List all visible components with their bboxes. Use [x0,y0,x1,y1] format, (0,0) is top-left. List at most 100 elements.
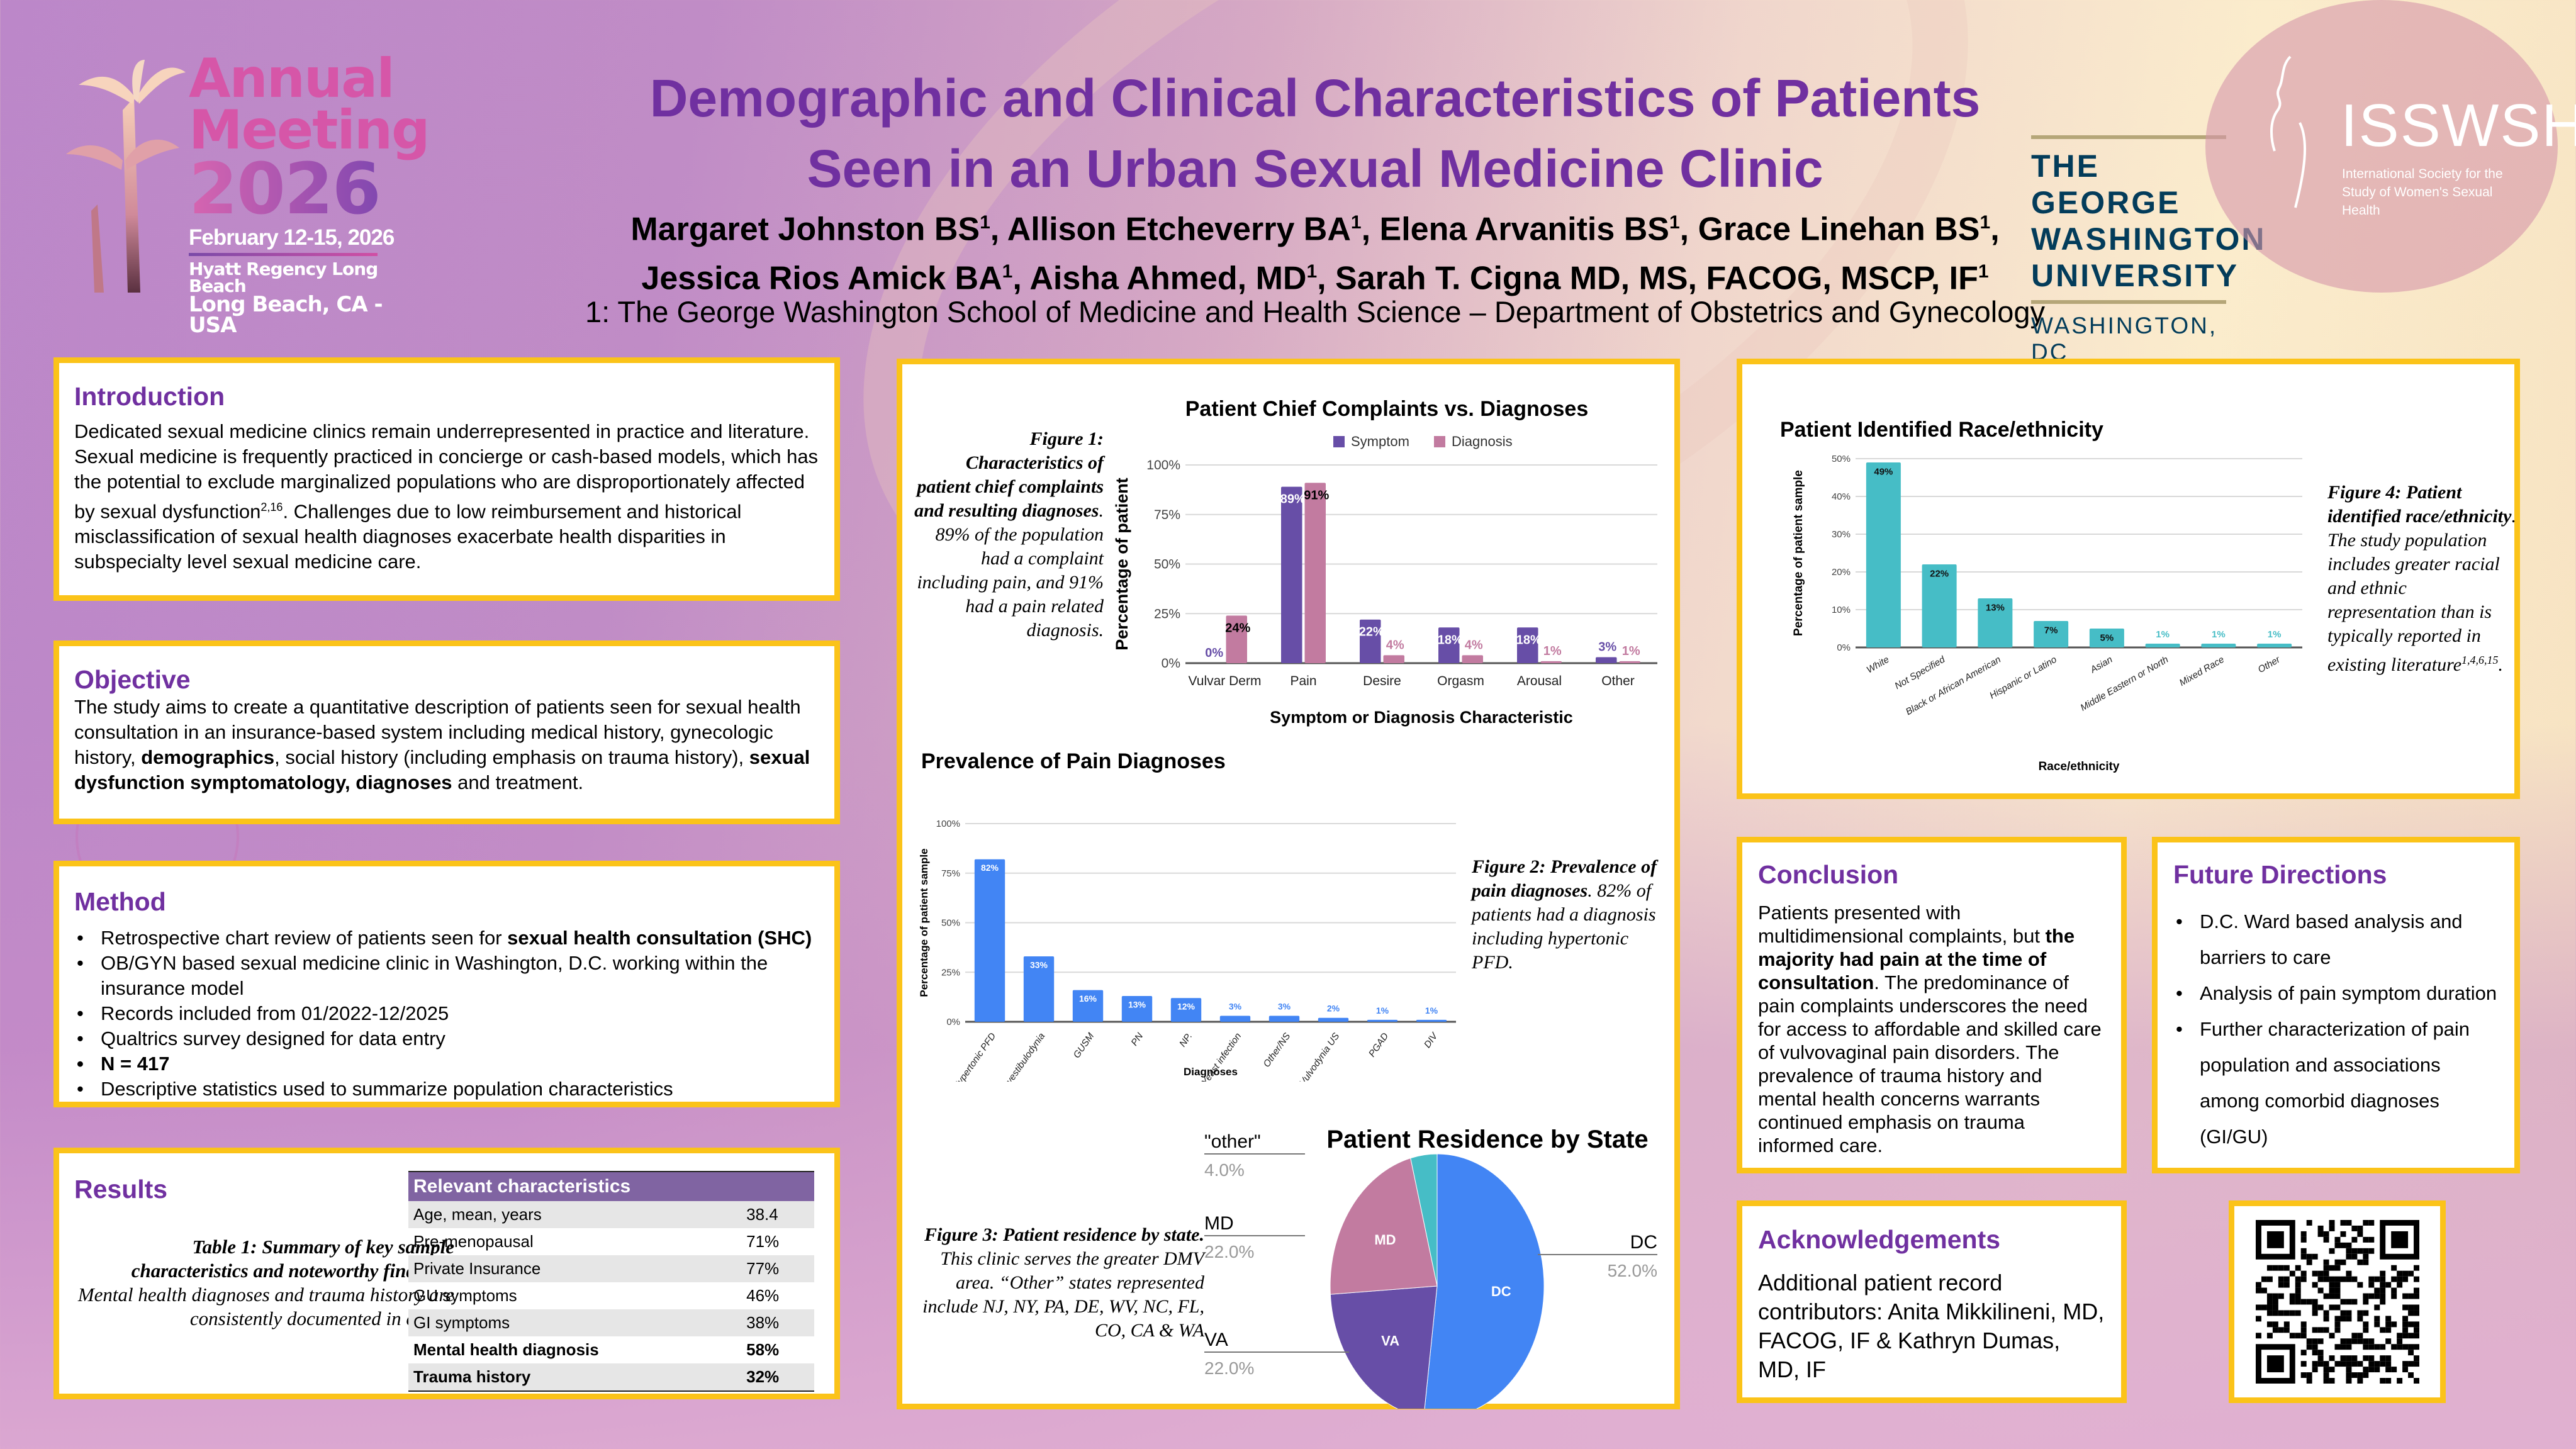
qr-module [2362,1253,2368,1260]
y-tick-label: 25% [1154,607,1180,621]
qr-module [2356,1231,2363,1237]
caption-text: . 82% of patients had a diagnosis includ… [1472,880,1656,973]
qr-module [2368,1282,2374,1288]
qr-module [2402,1316,2408,1322]
qr-module [2323,1316,2329,1322]
qr-module [2306,1344,2312,1350]
race-panel: Patient Identified Race/ethnicity 0% 10% 20… [1737,359,2520,799]
qr-module [2413,1287,2419,1294]
qr-module [2362,1338,2368,1345]
table-header: Relevant characteristics [408,1172,814,1201]
qr-module [2362,1293,2368,1299]
data-label: 13% [1128,999,1146,1009]
gwu-line2: WASHINGTON [2031,221,2266,257]
qr-module [2379,1344,2385,1350]
bar-value [1978,598,2013,647]
qr-module [2278,1282,2284,1288]
data-label: 0% [1205,646,1223,660]
qr-module [2261,1276,2267,1282]
qr-module [2345,1270,2351,1277]
qr-module [2351,1355,2357,1362]
qr-module [2300,1248,2307,1254]
qr-module [2373,1293,2380,1299]
qr-module [2368,1361,2374,1367]
data-label: 18% [1438,633,1463,647]
qr-module [2351,1236,2357,1243]
conclusion-panel: Conclusion Patients presented with multi… [1737,837,2127,1173]
qr-module [2407,1321,2414,1328]
logo-rule-top [2031,135,2226,139]
qr-module [2351,1225,2357,1231]
x-tick-label: Asian [2088,654,2115,676]
qr-module [2329,1355,2335,1362]
qr-module [2413,1293,2419,1299]
gwu-logo: THE GEORGE WASHINGTON UNIVERSITY WASHING… [2031,135,2266,366]
qr-code-icon[interactable] [2255,1220,2419,1384]
qr-module [2306,1338,2312,1345]
qr-module [2329,1333,2335,1339]
qr-module [2329,1367,2335,1373]
y-tick-label: 100% [936,819,960,829]
qr-module [2300,1372,2307,1379]
qr-module [2390,1344,2397,1350]
objective-panel: Objective The study aims to create a qua… [53,641,840,824]
qr-module [2356,1225,2363,1231]
residence-pie-chart: Patient Residence by State DC VA MD DC 52.0% V… [1204,1126,1657,1409]
conference-city: Long Beach, CA - USA [189,292,383,338]
qr-module [2356,1361,2363,1367]
qr-module [2334,1276,2340,1282]
qr-module [2312,1310,2318,1316]
y-tick-label: 25% [941,967,960,978]
data-label: 22% [1359,625,1384,639]
chart-title: Patient Residence by State [1326,1126,1648,1153]
qr-module [2266,1310,2273,1316]
data-label: 49% [1874,467,1893,478]
qr-module [2368,1220,2374,1226]
qr-module [2362,1310,2368,1316]
gwu-line3: UNIVERSITY [2031,258,2239,293]
isswsh-subtitle: International Society for the Study of W… [2342,167,2503,218]
y-tick-label: 75% [1154,508,1180,522]
figure2-caption: Figure 2: Prevalence of pain diagnoses. … [1472,855,1673,975]
qr-module [2323,1310,2329,1316]
x-tick-label: PN [1129,1031,1145,1048]
method-item-text: Retrospective chart review of patients s… [101,927,508,949]
palm-tree-icon [66,60,186,293]
bar-symptom [1360,619,1381,663]
qr-module [2339,1338,2346,1345]
qr-module [2312,1304,2318,1311]
x-tick-label: NP. [1177,1031,1194,1049]
title-line-1: Demographic and Clinical Characteristics… [649,69,1981,128]
qr-module [2351,1333,2357,1339]
qr-module [2272,1310,2278,1316]
qr-module [2351,1338,2357,1345]
qr-module [2373,1344,2380,1350]
qr-module [2278,1265,2284,1271]
chart-title: Patient Chief Complaints vs. Diagnoses [1185,397,1588,421]
bar-value [1367,1019,1398,1022]
bar-value [1023,956,1055,1022]
silhouette-icon [2270,55,2307,208]
qr-module [2385,1321,2391,1328]
x-tick-label: Pain [1290,674,1316,688]
qr-module [2329,1287,2335,1294]
qr-module [2373,1361,2380,1367]
qr-module [2329,1276,2335,1282]
qr-module [2272,1304,2278,1311]
qr-module [2266,1265,2273,1271]
qr-module [2396,1282,2402,1288]
x-tick-label: Middle Eastern or North [2078,654,2170,713]
qr-module [2345,1361,2351,1367]
qr-module [2362,1299,2368,1305]
conclusion-text-part: Patients presented with multidimensional… [1758,902,2046,947]
gwu-line1: THE GEORGE [2031,148,2181,220]
qr-module [2345,1372,2351,1379]
qr-module [2345,1242,2351,1248]
objective-text-part: and treatment. [452,771,584,793]
qr-module [2300,1276,2307,1282]
complaints-vs-diagnoses-chart: Patient Chief Complaints vs. Diagnoses 0%… [1112,397,1657,727]
qr-module [2362,1220,2368,1226]
qr-module [2334,1293,2340,1299]
qr-module [2379,1327,2385,1333]
x-axis-title: Diagnoses [1184,1066,1238,1078]
